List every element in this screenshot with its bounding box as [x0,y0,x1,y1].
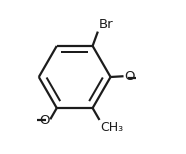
Text: Br: Br [99,18,113,31]
Text: O: O [124,70,135,83]
Text: O: O [39,113,49,127]
Text: CH₃: CH₃ [100,121,123,134]
